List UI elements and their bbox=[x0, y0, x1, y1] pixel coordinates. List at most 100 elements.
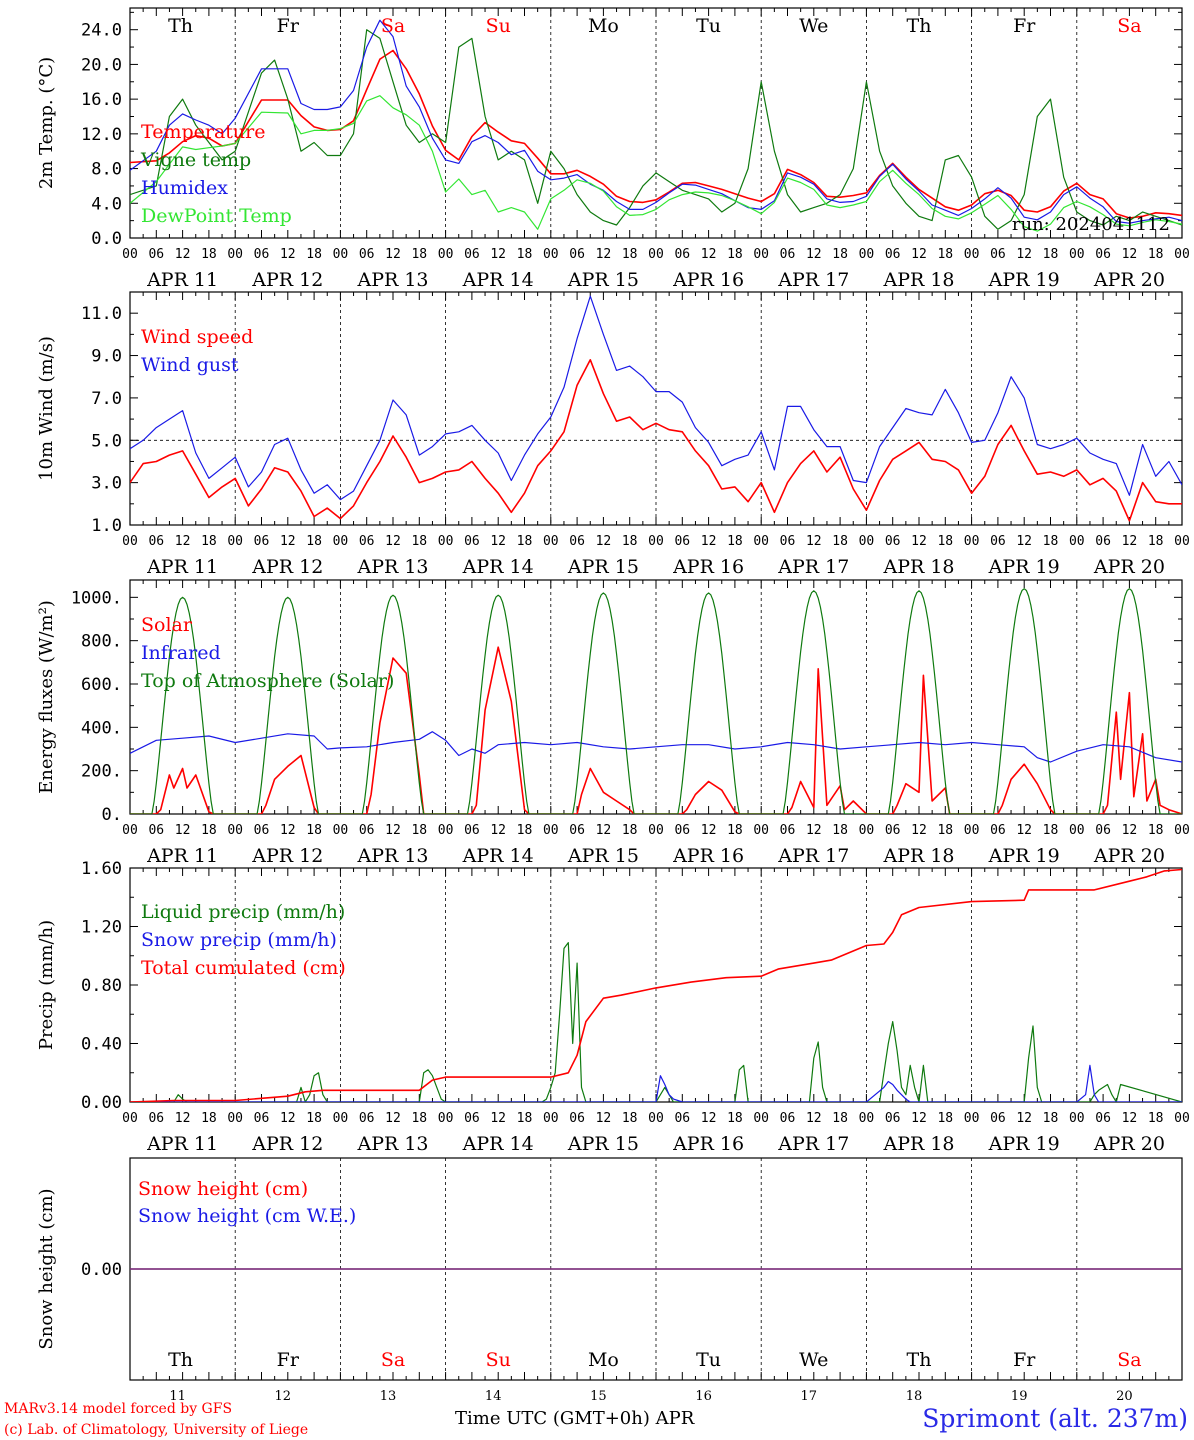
hour-tick-label: 00 bbox=[753, 823, 769, 838]
hour-tick-label: 18 bbox=[1148, 1111, 1164, 1126]
hour-tick-label: 00 bbox=[122, 534, 138, 549]
panel-5: 0.00 Snow height (cm) Snow height (cm) Snow… bbox=[36, 1157, 1183, 1404]
panel-2: 1.0 3.0 5.0 7.0 9.0 11.0 10m Wind (m/s) 00 06 12 1… bbox=[36, 291, 1190, 578]
x-axis-label: Time UTC (GMT+0h) APR bbox=[455, 1408, 695, 1429]
hour-tick-label: 06 bbox=[885, 534, 901, 549]
hour-tick-label: 06 bbox=[1095, 534, 1111, 549]
hour-tick-label: 12 bbox=[701, 534, 717, 549]
hour-tick-label: 18 bbox=[1043, 247, 1059, 262]
hour-tick-label: 18 bbox=[201, 1111, 217, 1126]
hour-tick-label: 18 bbox=[201, 534, 217, 549]
legend-entry: Humidex bbox=[141, 177, 228, 199]
hour-tick-label: 06 bbox=[148, 823, 164, 838]
day-name: Sa bbox=[381, 15, 405, 37]
hour-tick-label: 00 bbox=[333, 823, 349, 838]
hour-tick-label: 12 bbox=[1016, 247, 1032, 262]
hour-tick-label: 06 bbox=[780, 534, 796, 549]
hour-tick-label: 00 bbox=[438, 247, 454, 262]
hour-tick-label: 06 bbox=[464, 247, 480, 262]
day-number: 16 bbox=[695, 1389, 712, 1404]
series-group bbox=[130, 588, 1182, 814]
hour-tick-label: 18 bbox=[727, 823, 743, 838]
hour-tick-label: 12 bbox=[175, 823, 191, 838]
hour-tick-label: 00 bbox=[438, 1111, 454, 1126]
panel-4: 0.00 0.40 0.80 1.20 1.60 Precip (mm/h) 00 06 12 1… bbox=[36, 859, 1190, 1155]
date-label: APR 16 bbox=[672, 845, 744, 867]
hour-tick-label: 12 bbox=[596, 534, 612, 549]
hour-tick-label: 06 bbox=[464, 534, 480, 549]
hour-tick-label: 18 bbox=[622, 823, 638, 838]
hour-tick-label: 12 bbox=[701, 247, 717, 262]
y-axis-label: 10m Wind (m/s) bbox=[36, 336, 57, 481]
date-label: APR 17 bbox=[777, 269, 849, 291]
hour-tick-label: 00 bbox=[1069, 1111, 1085, 1126]
series-line-humidex bbox=[130, 19, 1182, 224]
y-tick-label: 9.0 bbox=[91, 347, 122, 367]
y-tick-label: 1.60 bbox=[81, 859, 122, 879]
hour-tick-label: 18 bbox=[622, 534, 638, 549]
date-label: APR 14 bbox=[462, 556, 534, 578]
hour-tick-label: 18 bbox=[727, 247, 743, 262]
hour-tick-label: 12 bbox=[280, 534, 296, 549]
hour-tick-label: 00 bbox=[227, 247, 243, 262]
hour-tick-label: 18 bbox=[622, 1111, 638, 1126]
legend-entry: Solar bbox=[141, 614, 193, 636]
hour-tick-label: 06 bbox=[569, 534, 585, 549]
hour-tick-label: 06 bbox=[885, 1111, 901, 1126]
hour-tick-label: 18 bbox=[937, 823, 953, 838]
hour-tick-label: 12 bbox=[911, 247, 927, 262]
hour-tick-label: 00 bbox=[543, 823, 559, 838]
hour-tick-label: 00 bbox=[333, 534, 349, 549]
hour-tick-label: 12 bbox=[701, 823, 717, 838]
y-tick-label: 800. bbox=[81, 632, 122, 652]
hour-tick-label: 12 bbox=[1122, 247, 1138, 262]
day-name: Fr bbox=[1013, 1349, 1036, 1371]
hour-tick-label: 18 bbox=[201, 247, 217, 262]
date-label: APR 13 bbox=[356, 1133, 428, 1155]
date-label: APR 20 bbox=[1093, 556, 1165, 578]
date-label: APR 14 bbox=[462, 845, 534, 867]
hour-tick-label: 18 bbox=[1043, 1111, 1059, 1126]
hour-tick-label: 06 bbox=[990, 1111, 1006, 1126]
hour-tick-label: 12 bbox=[280, 823, 296, 838]
hour-tick-label: 18 bbox=[727, 1111, 743, 1126]
day-name: Fr bbox=[1013, 15, 1036, 37]
hour-tick-label: 18 bbox=[517, 1111, 533, 1126]
hour-tick-label: 00 bbox=[1069, 534, 1085, 549]
date-label: APR 11 bbox=[146, 556, 218, 578]
hour-tick-label: 06 bbox=[254, 1111, 270, 1126]
date-label: APR 18 bbox=[882, 269, 954, 291]
hour-tick-label: 18 bbox=[411, 534, 427, 549]
hour-tick-label: 18 bbox=[517, 534, 533, 549]
hour-tick-label: 12 bbox=[701, 1111, 717, 1126]
y-tick-label: 8.0 bbox=[91, 160, 122, 180]
day-name: We bbox=[799, 1349, 828, 1371]
hour-tick-label: 12 bbox=[596, 247, 612, 262]
hour-tick-label: 12 bbox=[806, 823, 822, 838]
y-tick-label: 600. bbox=[81, 675, 122, 695]
day-number: 15 bbox=[590, 1389, 607, 1404]
hour-tick-label: 00 bbox=[859, 1111, 875, 1126]
legend-entry: Snow height (cm W.E.) bbox=[138, 1205, 356, 1227]
day-name: Sa bbox=[1117, 15, 1141, 37]
day-name: Fr bbox=[277, 1349, 300, 1371]
hour-tick-label: 12 bbox=[1122, 534, 1138, 549]
series-group bbox=[130, 868, 1182, 1102]
series-line-temperature bbox=[130, 49, 1182, 219]
hour-tick-label: 06 bbox=[359, 247, 375, 262]
hour-tick-label: 12 bbox=[490, 1111, 506, 1126]
legend-entry: Total cumulated (cm) bbox=[141, 957, 346, 979]
hour-tick-label: 18 bbox=[832, 823, 848, 838]
credit-line-1: MARv3.14 model forced by GFS bbox=[4, 1401, 232, 1417]
hour-tick-label: 12 bbox=[280, 247, 296, 262]
hour-tick-label: 06 bbox=[780, 823, 796, 838]
hour-tick-label: 00 bbox=[648, 1111, 664, 1126]
day-name: Su bbox=[486, 1349, 511, 1371]
hour-tick-label: 06 bbox=[359, 1111, 375, 1126]
legend-entry: Infrared bbox=[141, 642, 221, 664]
hour-tick-label: 06 bbox=[780, 247, 796, 262]
day-name: Mo bbox=[588, 15, 619, 37]
hour-tick-label: 18 bbox=[832, 247, 848, 262]
hour-tick-label: 00 bbox=[648, 823, 664, 838]
hour-tick-label: 12 bbox=[806, 247, 822, 262]
